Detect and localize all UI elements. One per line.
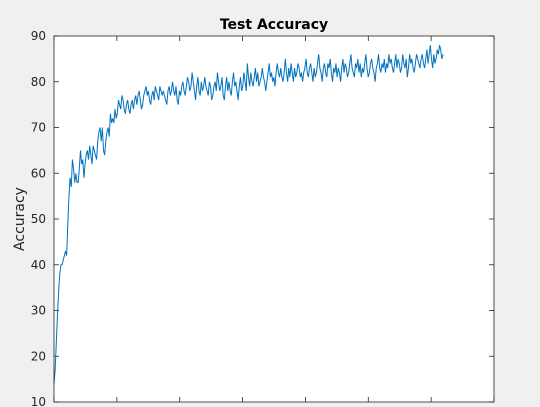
y-tick-label: 30 <box>31 304 46 318</box>
series-line <box>53 45 444 384</box>
y-tick-label: 50 <box>31 212 46 226</box>
chart-title: Test Accuracy <box>220 17 328 33</box>
plot-frame <box>53 35 495 403</box>
y-tick-label: 70 <box>31 121 46 135</box>
y-tick-label: 10 <box>31 395 46 407</box>
y-tick-label: 40 <box>31 258 46 272</box>
y-ticks: 10 20 30 40 50 60 70 80 90 <box>31 29 494 407</box>
y-tick-label: 20 <box>31 349 46 363</box>
y-axis-label: Accuracy <box>12 187 28 251</box>
y-tick-label: 60 <box>31 166 46 180</box>
x-ticks <box>53 36 495 402</box>
plot-area <box>54 36 494 402</box>
y-tick-label: 80 <box>31 75 46 89</box>
y-tick-label: 90 <box>31 29 46 43</box>
